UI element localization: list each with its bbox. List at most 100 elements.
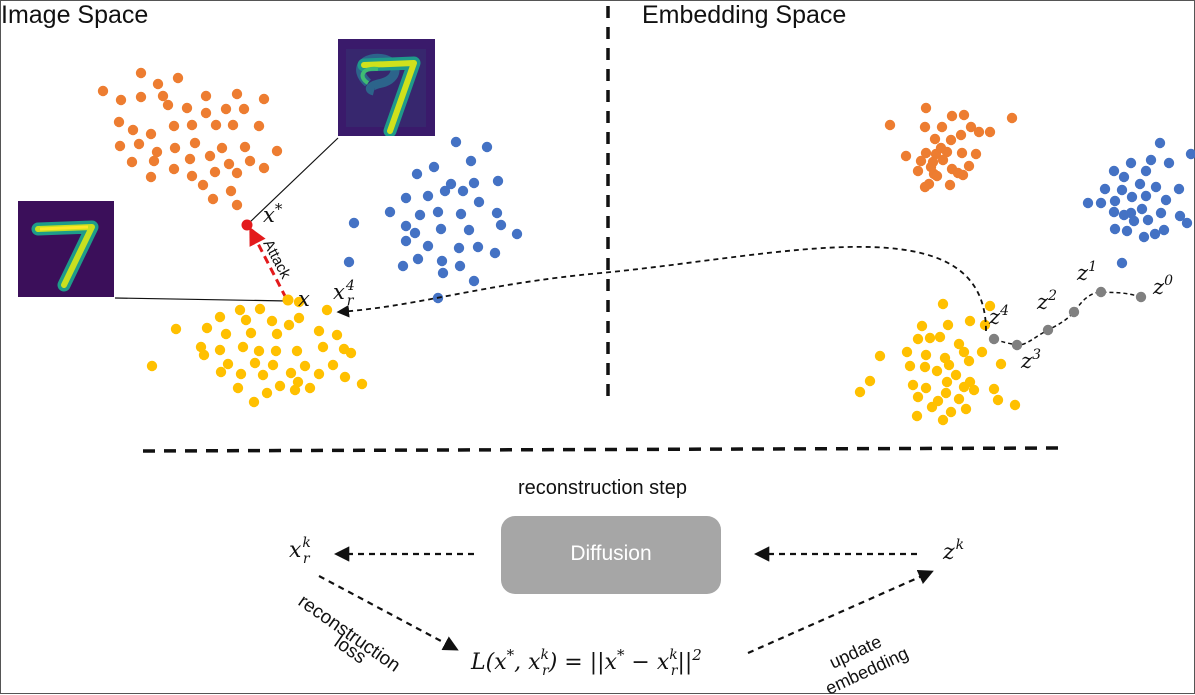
diffusion-box: Diffusion <box>501 516 721 594</box>
z-label: z1 <box>1076 259 1097 285</box>
yellow-point <box>266 315 278 327</box>
blue-point <box>1125 157 1137 169</box>
orange-point <box>172 72 184 84</box>
yellow-point <box>253 345 265 357</box>
blue-point <box>1155 207 1167 219</box>
yellow-point <box>267 359 279 371</box>
yellow-point <box>854 386 866 398</box>
blue-point <box>1138 231 1150 243</box>
yellow-point <box>920 382 932 394</box>
blue-point <box>453 242 465 254</box>
yellow-point <box>976 346 988 358</box>
orange-point <box>984 126 996 138</box>
blue-point <box>1173 183 1185 195</box>
orange-point <box>946 110 958 122</box>
blue-point <box>1163 157 1175 169</box>
blue-point <box>1121 225 1133 237</box>
yellow-point <box>283 319 295 331</box>
blue-point <box>1099 183 1111 195</box>
orange-point <box>207 193 219 205</box>
yellow-point <box>293 312 305 324</box>
orange-point <box>970 148 982 160</box>
yellow-point <box>261 387 273 399</box>
image-space-blue-cluster <box>343 136 523 304</box>
yellow-point <box>237 341 249 353</box>
blue-point <box>1134 178 1146 190</box>
orange-point <box>958 109 970 121</box>
orange-point <box>189 137 201 149</box>
trajectory-point <box>1068 306 1080 318</box>
orange-point <box>929 133 941 145</box>
blue-point <box>437 267 449 279</box>
image-space-orange-cluster <box>97 67 283 211</box>
yellow-point <box>304 382 316 394</box>
blue-point <box>492 175 504 187</box>
yellow-point <box>214 311 226 323</box>
image-space-yellow-cluster <box>146 296 368 408</box>
yellow-point <box>214 344 226 356</box>
yellow-point <box>901 346 913 358</box>
yellow-point <box>222 358 234 370</box>
trajectory-points <box>988 286 1147 351</box>
blue-point <box>1185 148 1195 160</box>
orange-point <box>919 121 931 133</box>
blue-point <box>463 224 475 236</box>
xrk-to-loss-arrow <box>318 575 459 651</box>
embedding-space-orange-cluster <box>884 102 1018 193</box>
orange-point <box>238 103 250 115</box>
yellow-point <box>964 315 976 327</box>
yellow-point <box>317 341 329 353</box>
blue-point <box>1116 184 1128 196</box>
blue-point <box>468 177 480 189</box>
horizontal-divider <box>142 446 1064 453</box>
blue-point <box>1095 197 1107 209</box>
yellow-point <box>941 376 953 388</box>
orange-point <box>127 124 139 136</box>
blue-point <box>397 260 409 272</box>
blue-point <box>1118 171 1130 183</box>
orange-point <box>148 155 160 167</box>
yellow-point <box>958 381 970 393</box>
x-label: x <box>298 287 310 311</box>
zk-label: zk <box>942 537 964 565</box>
reconstruction-step-label: reconstruction step <box>518 477 687 499</box>
orange-point <box>952 167 964 179</box>
orange-point <box>152 78 164 90</box>
yellow-point <box>339 371 351 383</box>
orange-point <box>920 147 932 159</box>
orange-point <box>168 163 180 175</box>
yellow-point <box>931 365 943 377</box>
blue-point <box>1150 181 1162 193</box>
orange-point <box>912 165 924 177</box>
yellow-point <box>327 359 339 371</box>
yellow-point <box>146 360 158 372</box>
yellow-point <box>919 361 931 373</box>
z-label: z2 <box>1036 288 1057 314</box>
yellow-point <box>968 384 980 396</box>
yellow-point <box>248 396 260 408</box>
yellow-point <box>912 391 924 403</box>
orange-point <box>97 85 109 97</box>
blue-point <box>473 196 485 208</box>
orange-point <box>151 146 163 158</box>
yellow-point <box>201 322 213 334</box>
orange-point <box>227 119 239 131</box>
orange-point <box>186 170 198 182</box>
yellow-point <box>916 320 928 332</box>
yellow-point <box>234 304 246 316</box>
orange-point <box>253 120 265 132</box>
blue-point <box>432 206 444 218</box>
yellow-point <box>195 341 207 353</box>
yellow-point <box>170 323 182 335</box>
blue-point <box>1149 228 1161 240</box>
orange-point <box>271 145 283 157</box>
orange-point <box>162 99 174 111</box>
blue-point <box>428 161 440 173</box>
adv-thumb-connector <box>248 137 339 224</box>
blue-point <box>414 209 426 221</box>
orange-point <box>945 134 957 146</box>
yellow-point <box>937 414 949 426</box>
blue-point <box>400 220 412 232</box>
yellow-point <box>331 329 343 341</box>
xr4-label: x4 r <box>333 278 355 309</box>
